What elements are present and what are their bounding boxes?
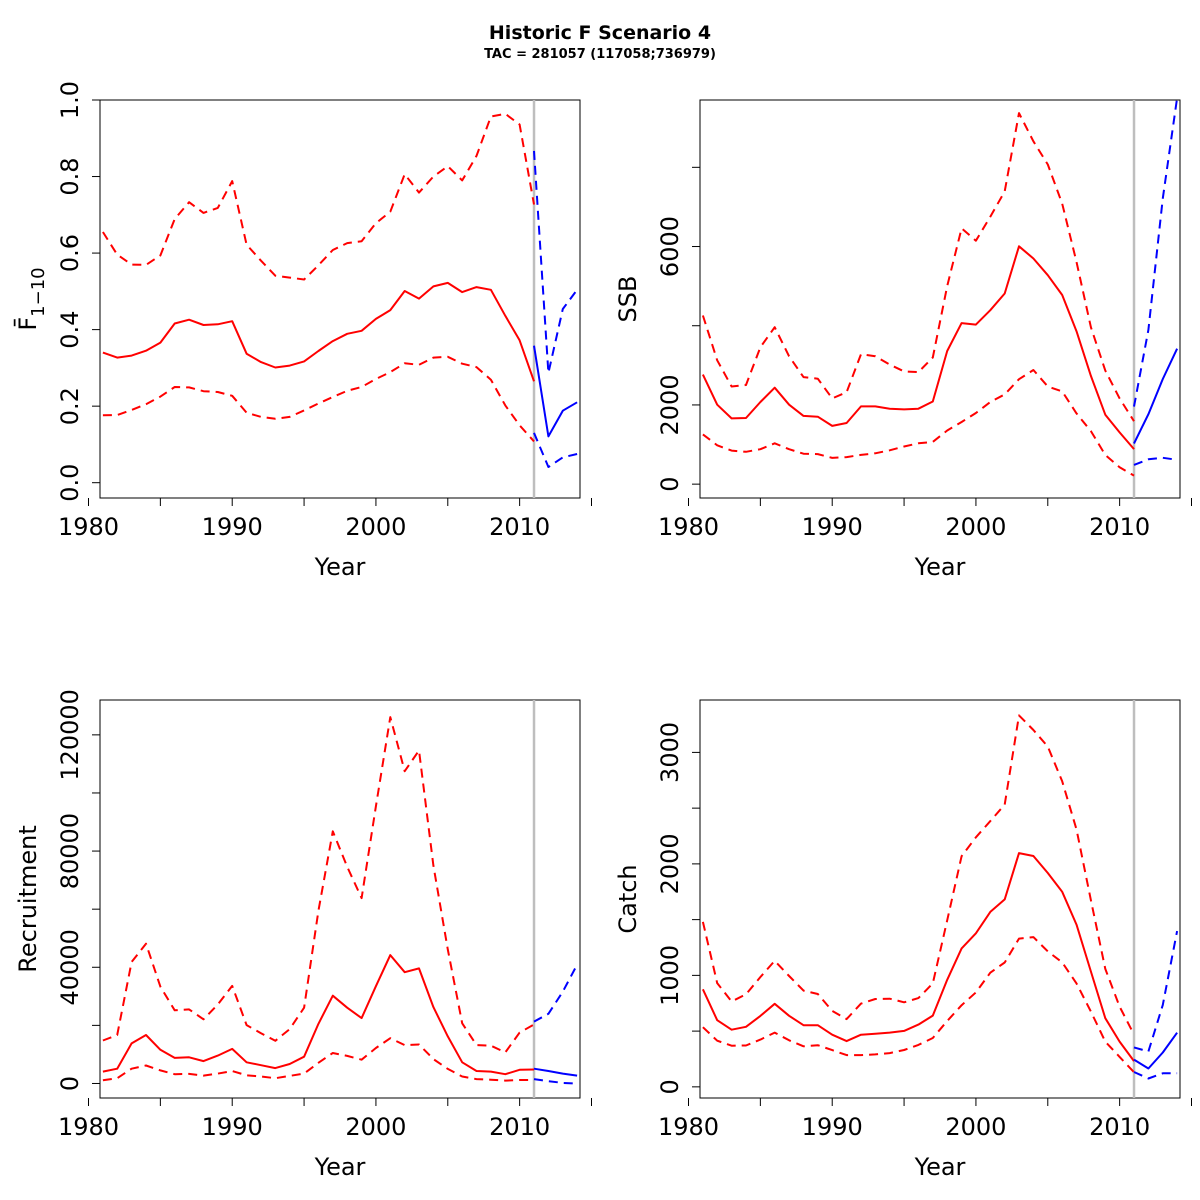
y-axis-label: F̄1−10 — [13, 267, 49, 330]
plot-frame — [99, 699, 581, 1099]
y-axis-label-subscript: 1−10 — [28, 267, 49, 316]
plot-frame — [699, 99, 1181, 499]
y-tick-label: 0.6 — [56, 234, 84, 272]
projection-solid-series-line — [1133, 348, 1179, 444]
x-tick-label: 1990 — [802, 1113, 863, 1141]
y-tick-label: 6000 — [656, 216, 684, 277]
projection-solid-series-line — [533, 1067, 578, 1077]
series-group — [102, 716, 578, 1085]
x-axis-label: Year — [914, 553, 966, 581]
y-tick-label: 1.0 — [56, 81, 84, 119]
x-tick-label: 1990 — [802, 513, 863, 541]
historic-dashed-series-line — [102, 716, 535, 1054]
historic-dashed-series-line — [702, 369, 1135, 477]
historic-solid-series-line — [102, 281, 535, 382]
projection-solid-series-line — [533, 345, 578, 438]
x-tick-label: 1990 — [202, 1113, 263, 1141]
projection-dashed-series-line — [533, 432, 578, 468]
panel-recruitment: 1980 1990 2000 2010 0 40000 80000 120000 Year Rec… — [14, 689, 592, 1181]
x-tick-label: 2000 — [945, 513, 1006, 541]
series-group — [701, 714, 1179, 1080]
x-axis-label: Year — [914, 1153, 966, 1181]
historic-solid-series-line — [102, 954, 535, 1076]
historic-dashed-series-line — [102, 112, 535, 281]
y-tick-label: 0 — [656, 476, 684, 491]
historic-solid-series-line — [701, 245, 1135, 450]
chart-title: Historic F Scenario 4 — [488, 22, 712, 44]
series-group — [701, 100, 1179, 477]
y-tick-label: 0 — [56, 1076, 84, 1091]
y-tick-label: 0.0 — [56, 464, 84, 502]
x-tick-label: 2010 — [1089, 513, 1150, 541]
projection-dashed-series-line — [1133, 100, 1178, 407]
panel-catch: 1980 1990 2000 2010 0 1000 2000 3000 Year Catch — [614, 699, 1192, 1181]
y-tick-label: 1000 — [656, 945, 684, 1006]
y-tick-label: 3000 — [656, 722, 684, 783]
y-tick-label: 40000 — [56, 929, 84, 1005]
x-tick-label: 1980 — [58, 1113, 119, 1141]
x-tick-label: 1980 — [658, 1113, 719, 1141]
y-tick-label: 2000 — [656, 374, 684, 435]
y-axis-label-main: F̄ — [13, 317, 42, 331]
chart-subtitle: TAC = 281057 (117058;736979) — [484, 47, 716, 62]
historic-dashed-series-line — [701, 112, 1135, 422]
plot-frame — [99, 99, 581, 499]
historic-dashed-series-line — [102, 355, 535, 443]
x-tick-label: 1980 — [58, 513, 119, 541]
historic-dashed-series-line — [102, 1037, 534, 1082]
y-tick-label: 0.2 — [56, 387, 84, 425]
x-tick-label: 2000 — [945, 1113, 1006, 1141]
projection-dashed-series-line — [533, 964, 578, 1023]
x-tick-label: 2010 — [489, 1113, 550, 1141]
y-axis-label: Catch — [614, 864, 642, 933]
x-tick-label: 2010 — [489, 513, 550, 541]
y-tick-label: 120000 — [56, 689, 84, 781]
y-axis-label: SSB — [614, 276, 642, 323]
panel-ssb: 1980 1990 2000 2010 0 2000 6000 Year SSB — [614, 99, 1192, 581]
projection-dashed-series-line — [1133, 456, 1178, 466]
x-tick-label: 1990 — [202, 513, 263, 541]
panel-f-bar: 1980 1990 2000 2010 0.0 0.2 0.4 0.6 0.8 1.0 Year F̄… — [13, 81, 592, 581]
series-group — [102, 112, 578, 468]
projection-dashed-series-line — [533, 150, 578, 374]
projection-solid-series-line — [1133, 1032, 1178, 1070]
x-tick-label: 2000 — [345, 1113, 406, 1141]
x-axis-label: Year — [314, 1153, 366, 1181]
plot-frame — [699, 699, 1181, 1099]
y-tick-label: 80000 — [56, 813, 84, 889]
y-tick-label: 0.4 — [56, 311, 84, 349]
y-axis-label: Recruitment — [14, 825, 42, 972]
y-tick-label: 0.8 — [56, 157, 84, 195]
x-tick-label: 2010 — [1089, 1113, 1150, 1141]
projection-dashed-series-line — [533, 1078, 578, 1085]
x-axis-label: Year — [314, 553, 366, 581]
projection-dashed-series-line — [1133, 1071, 1178, 1080]
y-tick-label: 0 — [656, 1079, 684, 1094]
historic-solid-series-line — [701, 852, 1135, 1062]
projection-dashed-series-line — [1133, 930, 1179, 1053]
x-tick-label: 2000 — [345, 513, 406, 541]
x-tick-label: 1980 — [658, 513, 719, 541]
historic-dashed-series-line — [701, 714, 1135, 1036]
y-tick-label: 2000 — [656, 833, 684, 894]
historic-dashed-series-line — [702, 936, 1135, 1073]
